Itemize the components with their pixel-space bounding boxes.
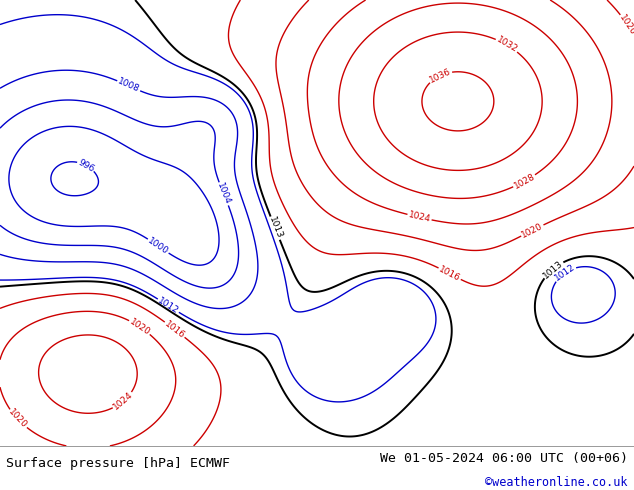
Text: 1020: 1020 [520, 221, 545, 240]
Text: 1020: 1020 [618, 13, 634, 37]
Text: Surface pressure [hPa] ECMWF: Surface pressure [hPa] ECMWF [6, 457, 230, 469]
Text: 1012: 1012 [156, 296, 181, 316]
Text: 1024: 1024 [408, 210, 432, 224]
Text: 1036: 1036 [428, 67, 453, 85]
Text: 1020: 1020 [7, 408, 29, 431]
Text: 1028: 1028 [512, 172, 536, 191]
Text: 996: 996 [77, 157, 96, 173]
Text: 1013: 1013 [541, 258, 565, 280]
Text: 1020: 1020 [128, 317, 152, 337]
Text: 1032: 1032 [495, 35, 519, 55]
Text: 1000: 1000 [146, 236, 171, 256]
Text: 1013: 1013 [267, 216, 283, 241]
Text: 1012: 1012 [553, 263, 577, 283]
Text: 1004: 1004 [216, 182, 232, 206]
Text: 1016: 1016 [437, 265, 462, 283]
Text: 1008: 1008 [117, 77, 141, 95]
Text: 1016: 1016 [163, 319, 186, 340]
Text: ©weatheronline.co.uk: ©weatheronline.co.uk [485, 476, 628, 489]
Text: 1024: 1024 [112, 391, 135, 412]
Text: We 01-05-2024 06:00 UTC (00+06): We 01-05-2024 06:00 UTC (00+06) [380, 452, 628, 465]
